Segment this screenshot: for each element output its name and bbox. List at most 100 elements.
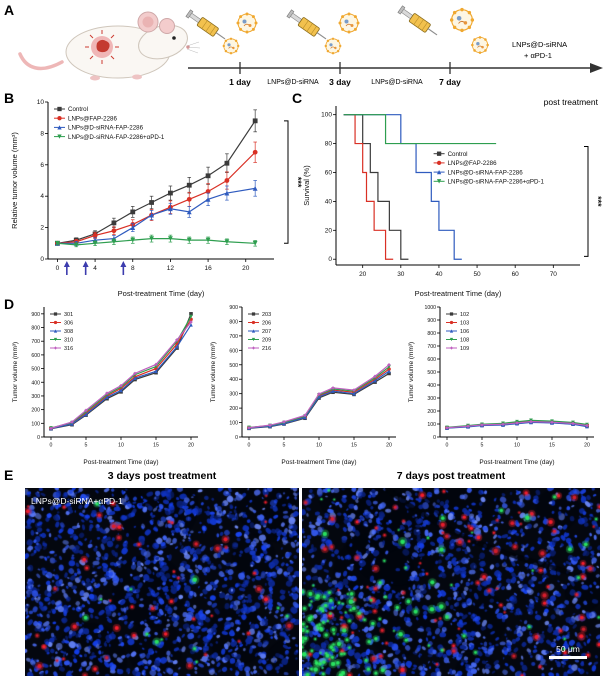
svg-text:Post-treatment Time (day): Post-treatment Time (day) (479, 459, 554, 466)
timeline-tick-label-1: 1 day (229, 77, 251, 87)
lnp-virus-icon (470, 35, 490, 55)
svg-text:0: 0 (248, 443, 251, 449)
svg-text:20: 20 (242, 265, 250, 272)
svg-text:***: *** (293, 177, 303, 188)
svg-text:600: 600 (229, 348, 238, 354)
svg-text:310: 310 (64, 338, 73, 344)
series-LNPs@D-siRNA-FAP-2286 (55, 180, 258, 246)
svg-text:Control: Control (68, 106, 88, 113)
svg-text:20: 20 (386, 443, 392, 449)
syringe-icon (396, 4, 441, 40)
svg-text:80: 80 (325, 141, 333, 148)
svg-text:10: 10 (37, 99, 45, 106)
micro-title-7day: 7 days post treatment (396, 470, 506, 482)
svg-text:300: 300 (229, 392, 238, 398)
svg-text:102: 102 (460, 312, 469, 318)
svg-text:400: 400 (229, 377, 238, 383)
svg-text:20: 20 (188, 443, 194, 449)
individual-tumor-chart-control: 0 5 10 15 200100200300400500600700800900Post… (12, 307, 198, 466)
svg-text:300: 300 (31, 394, 40, 400)
lnp-virus-icon (449, 7, 475, 33)
series-LNPs@FAP-2286 (343, 114, 394, 260)
svg-text:Survival (%): Survival (%) (302, 165, 311, 206)
mouse-foot (132, 74, 142, 80)
timeline-arrow (188, 62, 603, 74)
svg-text:209: 209 (262, 338, 271, 344)
svg-text:10: 10 (514, 443, 520, 449)
svg-text:5: 5 (85, 443, 88, 449)
svg-text:207: 207 (262, 329, 271, 335)
lnp-virus-icon (338, 12, 360, 34)
svg-text:0: 0 (56, 265, 60, 272)
lnp-virus-icon (222, 37, 240, 55)
svg-text:60: 60 (512, 271, 520, 278)
scale-bar: 50 μm (545, 644, 591, 659)
svg-text:Post-treatment Time (day): Post-treatment Time (day) (281, 459, 356, 466)
panel-label-b: B (4, 90, 15, 106)
svg-text:10: 10 (316, 443, 322, 449)
svg-text:5: 5 (481, 443, 484, 449)
mouse-ear (159, 18, 175, 34)
legend: Control LNPs@FAP-2286 LNPs@D-siRNA-FAP-228… (433, 151, 544, 186)
individual-tumor-chart-combo: 0 5 10 15 2001002003004005006007008009001000… (408, 305, 594, 466)
syringe-icon (184, 8, 229, 44)
svg-text:10: 10 (118, 443, 124, 449)
svg-text:200: 200 (229, 406, 238, 412)
fluorescence-image-7day (302, 488, 600, 676)
syringe-icon (285, 8, 330, 44)
svg-text:4: 4 (93, 265, 97, 272)
micro-group-label: LNPs@D-siRNA+αPD-1 (31, 496, 123, 506)
svg-text:203: 203 (262, 312, 271, 318)
svg-text:500: 500 (229, 363, 238, 369)
svg-text:301: 301 (64, 312, 73, 318)
svg-text:12: 12 (167, 265, 175, 272)
svg-text:206: 206 (262, 321, 271, 327)
svg-text:600: 600 (427, 357, 436, 363)
svg-text:15: 15 (351, 443, 357, 449)
svg-text:108: 108 (460, 338, 469, 344)
svg-text:8: 8 (131, 265, 135, 272)
svg-text:20: 20 (584, 443, 590, 449)
svg-text:6: 6 (40, 162, 44, 169)
svg-text:109: 109 (460, 346, 469, 352)
svg-text:4: 4 (40, 193, 44, 200)
svg-text:700: 700 (229, 334, 238, 340)
svg-text:200: 200 (427, 409, 436, 415)
panel-a-schematic: 1 day 3 day 7 day LNPs@D-siRNA LNPs@D-si… (18, 4, 603, 87)
svg-text:800: 800 (229, 319, 238, 325)
svg-text:***: *** (593, 196, 603, 207)
scale-bar-label: 50 μm (556, 644, 580, 654)
svg-text:0: 0 (446, 443, 449, 449)
svg-text:1000: 1000 (424, 305, 436, 311)
svg-text:70: 70 (550, 271, 558, 278)
mouse-tail (18, 52, 64, 71)
svg-text:LNPs@FAP-2286: LNPs@FAP-2286 (68, 115, 117, 122)
mouse-foot (90, 75, 100, 81)
svg-text:Post-treatment Time (day): Post-treatment Time (day) (415, 289, 502, 298)
series-LNPs@D-siRNA-FAP-2286 (343, 114, 462, 260)
svg-text:0: 0 (235, 435, 238, 441)
post-treatment-label: post treatment (543, 97, 598, 107)
svg-text:100: 100 (31, 421, 40, 427)
svg-text:0: 0 (328, 256, 332, 263)
svg-text:40: 40 (325, 198, 333, 205)
svg-text:LNPs@D-siRNA-FAP-2286: LNPs@D-siRNA-FAP-2286 (68, 125, 144, 132)
svg-text:Control: Control (448, 151, 468, 158)
series-Control (343, 114, 409, 260)
tumor (96, 39, 110, 53)
svg-text:0: 0 (40, 256, 44, 263)
legend: 301 306 308 310 316 (50, 312, 73, 352)
svg-text:LNPs@D-siRNA-FAP-2286+αPD-1: LNPs@D-siRNA-FAP-2286+αPD-1 (68, 134, 165, 141)
svg-text:100: 100 (427, 422, 436, 428)
svg-text:900: 900 (229, 305, 238, 311)
injection-label-2: LNPs@D-siRNA (371, 79, 423, 86)
svg-text:20: 20 (325, 227, 333, 234)
series-LNPs@D-siRNA-FAP-2286+αPD-1 (55, 234, 258, 248)
injection-label-3-line1: LNPs@D-siRNA (512, 40, 567, 49)
svg-text:Relative tumor volume (mm³): Relative tumor volume (mm³) (10, 132, 19, 229)
svg-text:8: 8 (40, 130, 44, 137)
mouse-eye (172, 36, 176, 40)
svg-text:40: 40 (435, 271, 443, 278)
svg-text:316: 316 (64, 346, 73, 352)
